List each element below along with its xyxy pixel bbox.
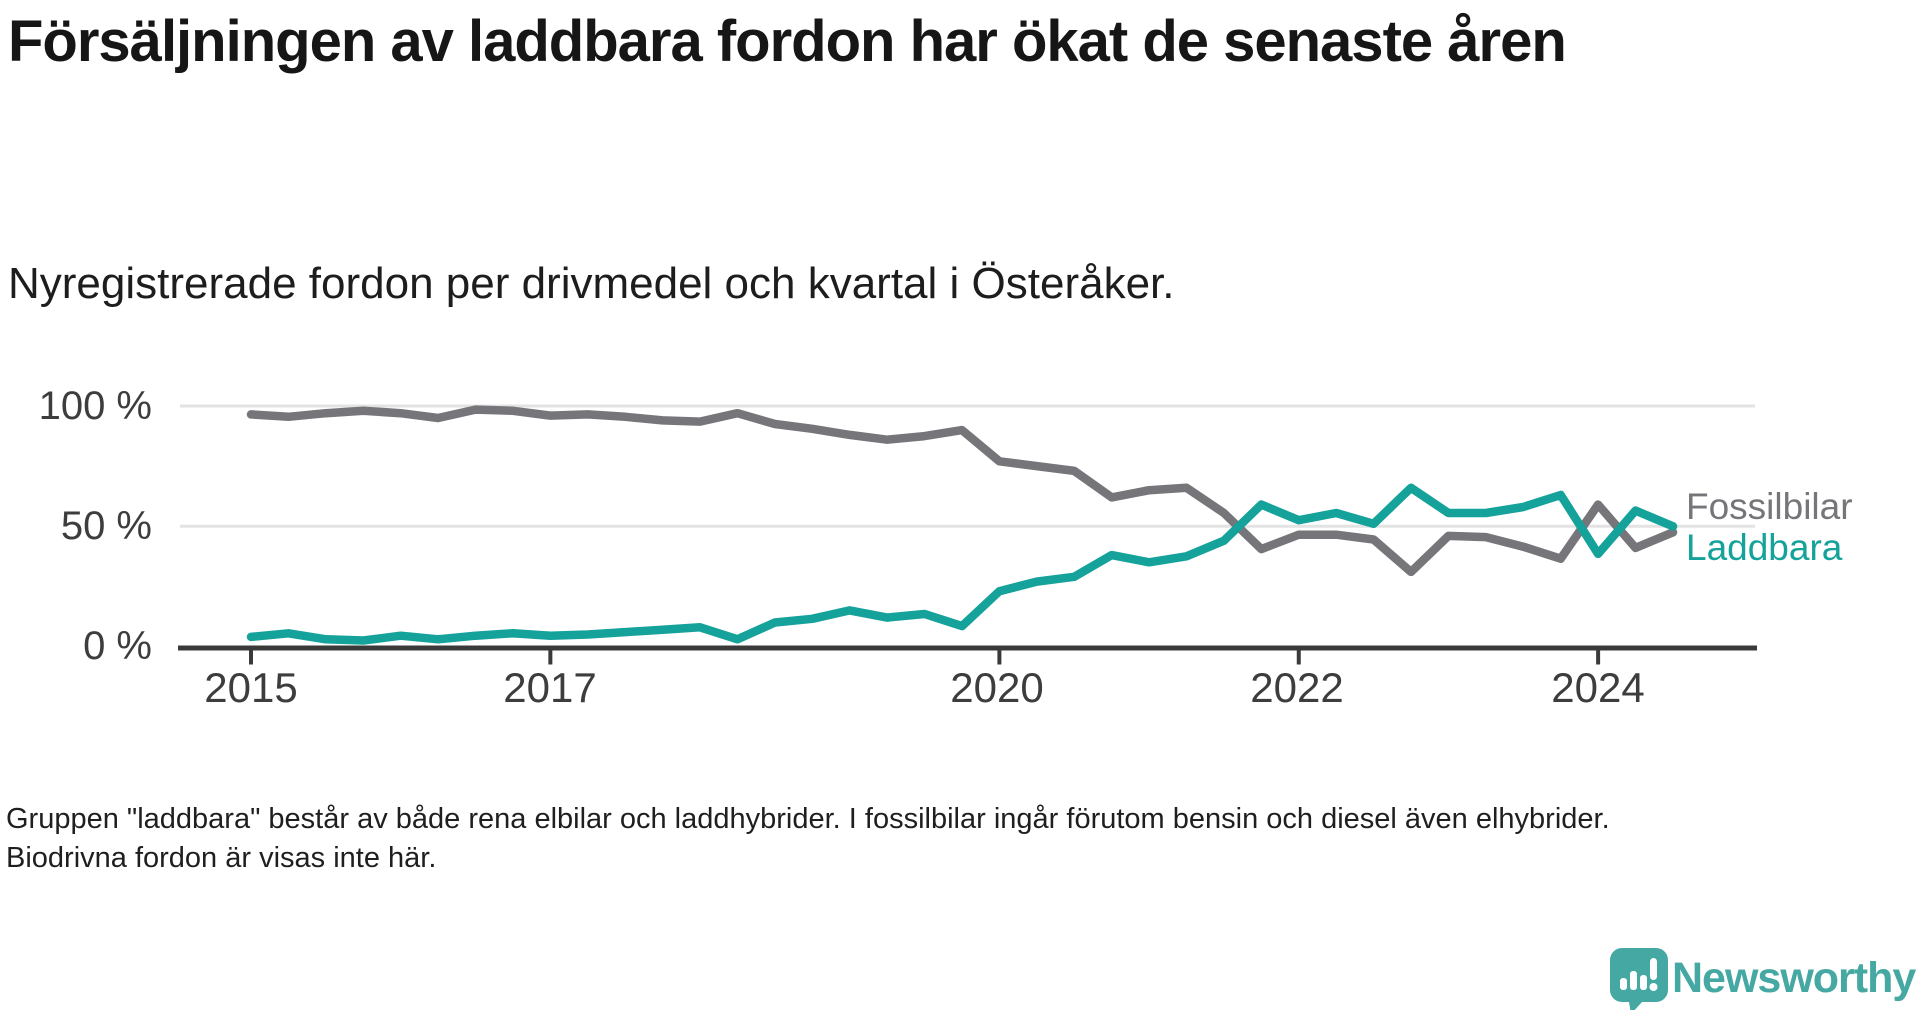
y-tick-label-0: 0 % — [83, 624, 152, 668]
newsworthy-logo-text: Newsworthy — [1672, 954, 1916, 1002]
x-tick-label-2020: 2020 — [950, 664, 1044, 711]
legend-label-laddbara: Laddbara — [1686, 527, 1843, 568]
series-line-laddbara — [246, 483, 1678, 645]
newsworthy-logo: Newsworthy — [1608, 946, 1916, 1010]
x-tick-label-2024: 2024 — [1551, 664, 1645, 711]
newsworthy-logo-icon — [1610, 948, 1668, 1010]
chart-subtitle: Nyregistrerade fordon per drivmedel och … — [8, 259, 1175, 308]
series-line-fossilbilar — [246, 405, 1678, 577]
x-tick-label-2015: 2015 — [204, 664, 298, 711]
x-tick-label-2017: 2017 — [503, 664, 597, 711]
page-title: Försäljningen av laddbara fordon har öka… — [8, 9, 1567, 74]
footnote: Gruppen "laddbara" består av både rena e… — [6, 803, 1610, 874]
x-tick-label-2022: 2022 — [1250, 664, 1344, 711]
y-tick-label-100: 100 % — [38, 384, 152, 428]
line-chart — [178, 404, 1757, 665]
legend-label-fossilbilar: Fossilbilar — [1686, 486, 1853, 527]
y-tick-label-50: 50 % — [60, 504, 152, 548]
